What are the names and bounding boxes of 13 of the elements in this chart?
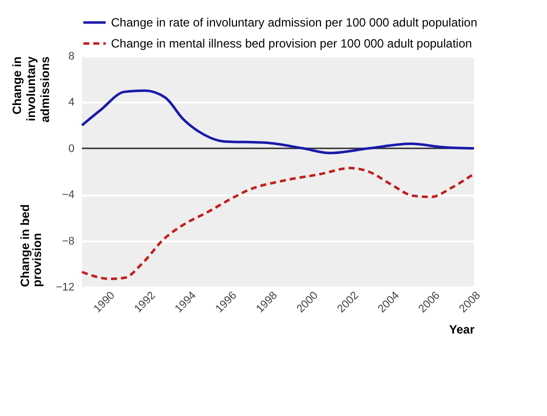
y-tick-label: −8 — [62, 235, 74, 248]
y-axis-title: Change in involuntary admissions — [10, 56, 52, 123]
y-tick-label: −12 — [56, 282, 74, 294]
x-axis-title: Year — [449, 322, 475, 337]
y-tick-label: 4 — [68, 96, 74, 109]
legend-label: Change in rate of involuntary admission per 100 000 adult population — [111, 16, 478, 30]
y-tick-label: −4 — [62, 189, 74, 202]
y-tick-label: 0 — [68, 142, 74, 155]
text: Change in bed provision — [18, 204, 44, 287]
y-tick-label: 8 — [68, 50, 74, 62]
line-series — [80, 89, 476, 154]
legend-label: Change in mental illness bed provision per 100 000 adult population — [111, 36, 472, 50]
line-series — [80, 166, 476, 280]
